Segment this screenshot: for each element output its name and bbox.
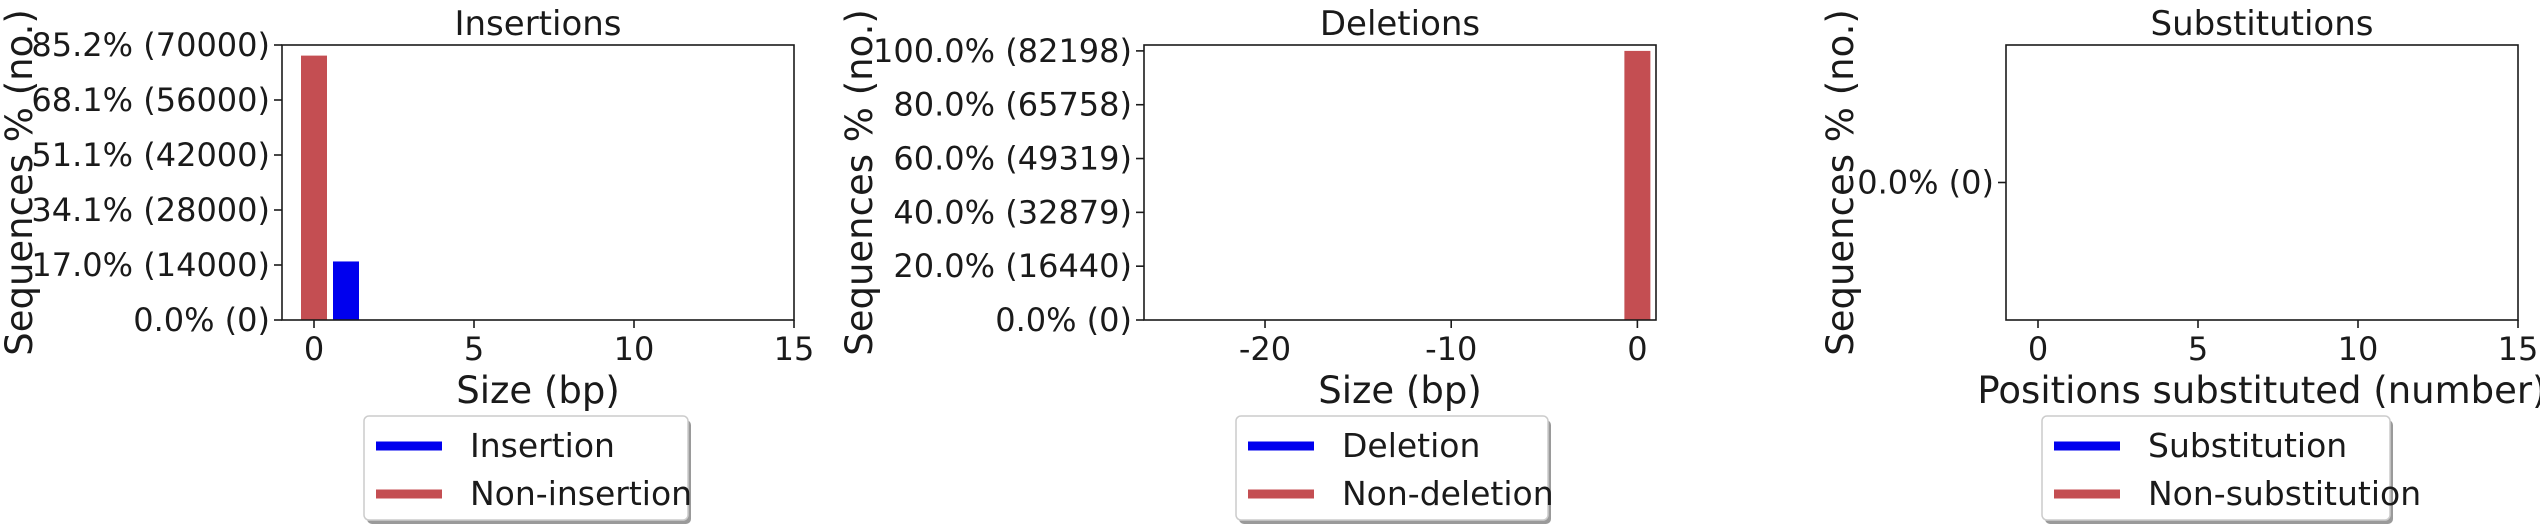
y-tick-label: 60.0% (49319) xyxy=(893,140,1132,178)
legend: Substitution Non-substitution xyxy=(2041,415,2421,524)
y-tick-label: 85.2% (70000) xyxy=(31,26,270,64)
plot-frame xyxy=(2005,44,2519,321)
x-axis-label: Size (bp) xyxy=(1318,369,1482,412)
legend: Deletion Non-deletion xyxy=(1235,415,1554,524)
chart-title: Insertions xyxy=(454,4,621,44)
legend-label-non-insertion: Non-insertion xyxy=(470,474,692,513)
chart-panel-substitutions: Substitutions 0 5 10 15 0.0% (0) Positions sub… xyxy=(1819,4,2540,524)
chart-title: Deletions xyxy=(1320,4,1480,44)
x-tick-label: 5 xyxy=(464,330,484,368)
y-axis-label: Sequences % (no.) xyxy=(838,9,881,356)
plot-frame xyxy=(1143,44,1657,321)
bar-non-insertion-0 xyxy=(301,55,327,320)
legend-label-substitution: Substitution xyxy=(2148,426,2347,465)
y-tick-label: 0.0% (0) xyxy=(995,301,1132,339)
x-tick-label: 15 xyxy=(2498,330,2539,368)
legend-label-insertion: Insertion xyxy=(470,426,615,465)
x-tick-label: 0 xyxy=(304,330,324,368)
chart-panel-insertions: Insertions 0 5 10 15 0.0% (0) 17.0% (14000) 34.… xyxy=(0,4,814,524)
y-tick-label: 0.0% (0) xyxy=(1857,164,1994,202)
bar-insertion-0 xyxy=(333,261,359,320)
chart-panel-deletions: Deletions -20 -10 0 0.0% (0) 20.0% (16440) 40.… xyxy=(838,4,1657,524)
y-tick-label: 17.0% (14000) xyxy=(31,246,270,284)
y-tick-label: 0.0% (0) xyxy=(133,301,270,339)
y-tick-label: 51.1% (42000) xyxy=(31,136,270,174)
legend-box xyxy=(2041,415,2391,521)
x-tick-label: 0 xyxy=(1627,330,1647,368)
x-tick-label: 15 xyxy=(774,330,815,368)
y-axis-label: Sequences % (no.) xyxy=(1819,9,1862,356)
bar-non-deletion-0 xyxy=(1624,50,1651,320)
y-tick-label: 68.1% (56000) xyxy=(31,81,270,119)
legend-label-non-deletion: Non-deletion xyxy=(1342,474,1554,513)
y-tick-label: 40.0% (32879) xyxy=(893,193,1132,231)
x-tick-label: 10 xyxy=(2338,330,2379,368)
x-tick-label: -20 xyxy=(1239,330,1291,368)
legend-label-deletion: Deletion xyxy=(1342,426,1480,465)
x-axis-label: Positions substituted (number) xyxy=(1977,369,2540,412)
legend-label-non-substitution: Non-substitution xyxy=(2148,474,2421,513)
x-tick-label: 0 xyxy=(2028,330,2048,368)
x-tick-label: 10 xyxy=(614,330,655,368)
legend-box xyxy=(363,415,689,521)
legend: Insertion Non-insertion xyxy=(363,415,692,524)
y-axis-label: Sequences % (no.) xyxy=(0,9,41,356)
y-tick-label: 34.1% (28000) xyxy=(31,191,270,229)
x-axis-label: Size (bp) xyxy=(456,369,620,412)
x-tick-label: 5 xyxy=(2188,330,2208,368)
plot-frame xyxy=(281,44,795,321)
y-tick-label: 100.0% (82198) xyxy=(873,32,1132,70)
y-tick-label: 20.0% (16440) xyxy=(893,247,1132,285)
y-tick-label: 80.0% (65758) xyxy=(893,86,1132,124)
x-tick-label: -10 xyxy=(1425,330,1477,368)
chart-title: Substitutions xyxy=(2151,4,2374,44)
